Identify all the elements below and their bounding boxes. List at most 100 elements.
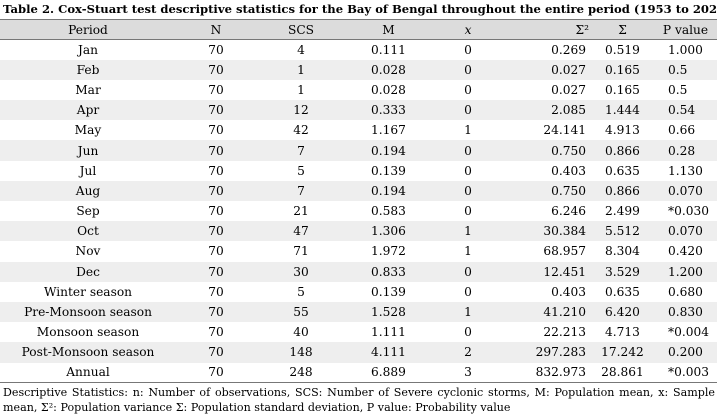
cell-period: Pre-Monsoon season [24,305,152,320]
cell-variance: 0.403 [551,284,586,299]
cell-std: 0.165 [605,82,640,97]
cell-m: 1.111 [371,325,406,340]
cell-scs: 248 [256,362,346,384]
cell-variance: 0.403 [551,163,586,178]
cell-n: 70 [208,42,224,57]
header-scs: SCS [256,19,346,40]
cell-x: 0 [464,183,472,198]
cell-scs: 12 [293,103,309,118]
table-row: Post-Monsoon season 70 148 4.111 2 297.283 17.… [0,342,717,363]
cell-std: 5.512 [605,224,640,239]
cell-std: 6.420 [605,305,640,320]
cell-x: 0 [464,42,472,57]
cell-p-value: 0.200 [668,345,703,360]
cell-m: 1.306 [371,224,406,239]
cell-p-value: 0.28 [668,143,696,158]
cell-period: Winter season [43,284,133,299]
cell-scs: 21 [293,204,309,219]
cell-p-value: *0.030 [668,204,709,219]
cell-p-value: 0.66 [668,123,696,138]
cell-n: 70 [208,163,224,178]
cell-variance: 24.141 [543,123,586,138]
cell-m: 1.972 [371,244,406,259]
cell-std: 17.242 [601,345,644,360]
cell-m: 0.139 [371,163,406,178]
cell-n: 70 [208,305,224,320]
cell-variance: 6.246 [551,204,586,219]
cell-variance: 30.384 [543,224,586,239]
header-n: N [176,19,256,40]
table-row: Annual 70 248 6.889 3 832.973 28.861 *0.003 [0,362,717,384]
cell-m: 6.889 [346,362,431,384]
cell-m: 1.528 [371,305,406,320]
cell-x: 2 [464,345,472,360]
table-caption: Table 2. Cox-Stuart test descriptive sta… [3,2,717,16]
cell-x: 3 [431,362,505,384]
cell-n: 70 [208,325,224,340]
cell-x: 0 [464,264,472,279]
cell-m: 0.111 [371,42,406,57]
header-p-value: P value [654,19,717,40]
cell-variance: 68.957 [543,244,586,259]
cell-n: 70 [208,183,224,198]
cell-std: 1.444 [605,103,640,118]
cell-period: Apr [76,103,100,118]
cell-p-value: 0.070 [668,183,703,198]
cell-period: Nov [75,244,101,259]
cell-variance: 0.750 [551,143,586,158]
cell-m: 0.028 [371,82,406,97]
cell-variance: 22.213 [543,325,586,340]
cell-scs: 5 [297,284,305,299]
cell-x: 0 [464,143,472,158]
cell-p-value: *0.004 [668,325,709,340]
table-row: Sep 70 21 0.583 0 6.246 2.499 *0.030 [0,201,717,222]
cell-std: 0.866 [605,183,640,198]
header-x: x [431,19,505,40]
cell-scs: 1 [297,62,305,77]
cell-std: 8.304 [605,244,640,259]
cell-period: Oct [77,224,99,239]
cell-period: Jan [77,42,98,57]
cell-variance: 0.027 [551,82,586,97]
cell-x: 1 [464,244,472,259]
cell-n: 70 [208,82,224,97]
statistics-table: Period N SCS M x Σ² Σ P value Jan 70 4 0.11… [0,19,717,384]
cell-x: 1 [464,224,472,239]
cell-n: 70 [208,345,224,360]
cell-n: 70 [208,244,224,259]
cell-x: 0 [464,325,472,340]
cell-m: 0.028 [371,62,406,77]
cell-n: 70 [208,62,224,77]
cell-scs: 1 [297,82,305,97]
cell-n: 70 [176,362,256,384]
cell-x: 0 [464,62,472,77]
cell-p-value: 0.5 [668,62,688,77]
cell-n: 70 [208,224,224,239]
cell-std: 3.529 [605,264,640,279]
cell-m: 0.833 [371,264,406,279]
table-row: Monsoon season 70 40 1.111 0 22.213 4.713 *0.00… [0,322,717,343]
table-row: Dec 70 30 0.833 0 12.451 3.529 1.200 [0,261,717,282]
cell-period: Monsoon season [36,325,140,340]
cell-p-value: 0.070 [668,224,703,239]
cell-scs: 71 [293,244,309,259]
header-m: M [346,19,431,40]
cell-n: 70 [208,204,224,219]
cell-std: 0.165 [605,62,640,77]
cell-p-value: 0.830 [668,305,703,320]
cell-p-value: 1.130 [668,163,703,178]
cell-x: 1 [464,305,472,320]
cell-period: May [74,123,102,138]
cell-variance: 12.451 [543,264,586,279]
cell-period: Annual [0,362,176,384]
cell-p-value: 1.000 [668,42,703,57]
cell-p-value: 1.200 [668,264,703,279]
cell-x: 0 [464,204,472,219]
cell-period: Dec [76,264,100,279]
cell-variance: 41.210 [543,305,586,320]
cell-scs: 7 [297,183,305,198]
cell-m: 0.194 [371,143,406,158]
cell-m: 4.111 [371,345,406,360]
cell-n: 70 [208,284,224,299]
